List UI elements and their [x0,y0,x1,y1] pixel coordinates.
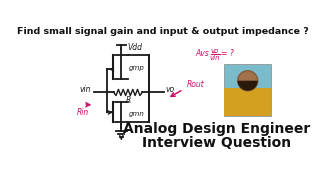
Text: = ?: = ? [221,50,234,59]
Text: vin: vin [210,55,220,61]
Text: Rin: Rin [77,108,90,117]
Text: Analog Design Engineer: Analog Design Engineer [123,122,310,136]
Bar [224,87,271,116]
Text: Rout: Rout [187,80,204,89]
Text: vo: vo [165,85,175,94]
Text: Vdd: Vdd [128,43,143,52]
Bar [224,64,271,116]
Text: Find small signal gain and input & output impedance ?: Find small signal gain and input & outpu… [17,27,308,36]
Circle shape [238,71,258,91]
Wedge shape [238,81,258,91]
Circle shape [239,72,256,89]
Text: R: R [125,96,131,105]
Text: vin: vin [79,85,91,94]
Text: Interview Question: Interview Question [142,136,291,150]
Text: gmp: gmp [129,65,145,71]
Text: Avs =: Avs = [195,50,218,59]
Text: vo: vo [211,48,219,54]
Text: gmn: gmn [129,111,145,117]
